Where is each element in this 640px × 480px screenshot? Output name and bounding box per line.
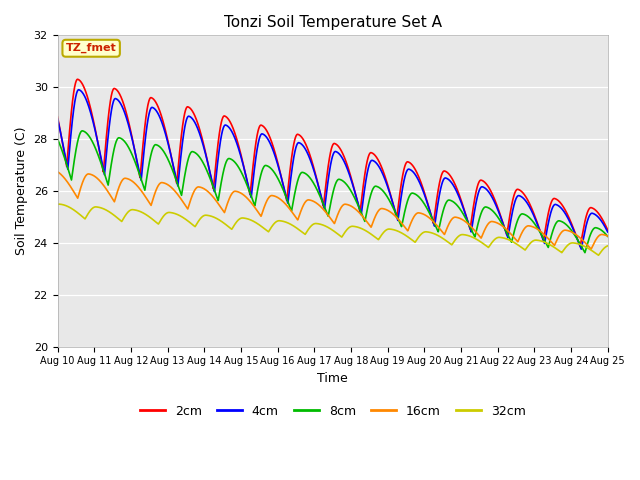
- Text: TZ_fmet: TZ_fmet: [66, 43, 116, 53]
- Title: Tonzi Soil Temperature Set A: Tonzi Soil Temperature Set A: [223, 15, 442, 30]
- Y-axis label: Soil Temperature (C): Soil Temperature (C): [15, 127, 28, 255]
- X-axis label: Time: Time: [317, 372, 348, 385]
- Legend: 2cm, 4cm, 8cm, 16cm, 32cm: 2cm, 4cm, 8cm, 16cm, 32cm: [134, 400, 531, 423]
